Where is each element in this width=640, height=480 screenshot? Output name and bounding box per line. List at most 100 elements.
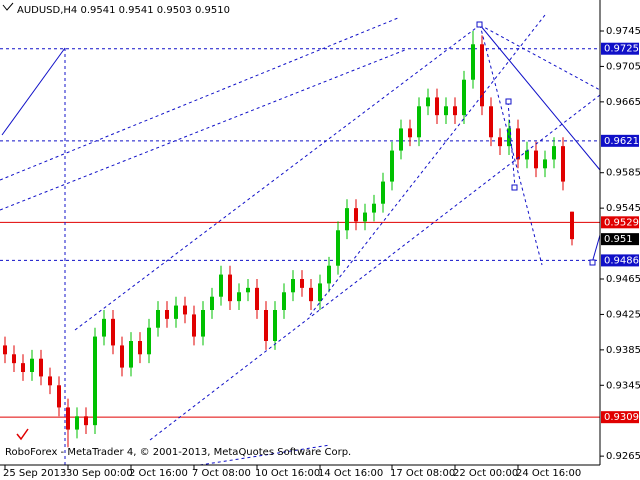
y-tick-label: 0.9585: [606, 168, 640, 179]
candle-body: [138, 341, 142, 355]
x-tick-label: 22 Oct 00:00: [453, 468, 518, 479]
candle-body: [300, 279, 304, 288]
candle-body: [246, 287, 250, 293]
candle-body: [3, 345, 7, 355]
candle-body: [462, 79, 466, 116]
candle-body: [57, 385, 61, 408]
trendline: [149, 94, 601, 441]
y-tick-label: 0.9705: [606, 61, 640, 72]
candle-body: [93, 336, 97, 426]
candle-body: [48, 376, 52, 386]
candle-body: [165, 310, 169, 319]
y-tick-label: 0.9265: [606, 451, 640, 462]
level-label-box: [601, 254, 639, 267]
level-label: 0.9486: [604, 255, 639, 266]
y-tick-label: 0.9465: [606, 274, 640, 285]
candle-body: [12, 354, 16, 364]
candle-body: [66, 407, 70, 430]
checkmark-icon: [16, 428, 29, 441]
candle-body: [561, 146, 565, 182]
candle-body: [345, 208, 349, 231]
candle-body: [84, 416, 88, 426]
candle-body: [543, 159, 547, 169]
candle-body: [426, 97, 430, 107]
price-label-box: [601, 233, 639, 246]
candle-body: [39, 358, 43, 377]
candle-body: [552, 146, 556, 160]
candle-body: [174, 305, 178, 319]
level-label-box: [601, 42, 639, 55]
candle-body: [156, 310, 160, 328]
x-tick-label: 30 Sep 00:00: [66, 468, 133, 479]
y-tick-label: 0.9745: [606, 26, 640, 37]
y-tick-label: 0.9545: [606, 203, 640, 214]
candle-body: [390, 150, 394, 182]
title-icon: [2, 2, 14, 11]
y-tick-label: 0.9425: [606, 309, 640, 320]
trendlines: [0, 14, 601, 466]
candle-body: [381, 181, 385, 204]
candle-body: [183, 305, 187, 315]
x-tick-label: 10 Oct 16:00: [255, 468, 320, 479]
plot-area: [0, 31, 600, 448]
trendline: [1, 47, 66, 136]
anchor: [589, 259, 596, 266]
candle-body: [327, 265, 331, 284]
anchor: [511, 184, 518, 191]
candle-body: [435, 97, 439, 116]
footer: RoboForex - MetaTrader 4, © 2001-2013, M…: [5, 447, 351, 458]
trendline: [74, 24, 481, 331]
candle-body: [255, 287, 259, 310]
candle-body: [291, 279, 295, 293]
candle-body: [192, 314, 196, 337]
candle-body: [363, 212, 367, 222]
trendline: [507, 101, 516, 189]
candle-body: [525, 150, 529, 160]
x-tick-label: 17 Oct 08:00: [390, 468, 455, 479]
candle-body: [201, 310, 205, 337]
candle-body: [219, 274, 223, 297]
x-tick-label: 7 Oct 08:00: [192, 468, 251, 479]
anchor: [505, 98, 512, 105]
chart-title: AUDUSD,H4 0.9541 0.9541 0.9503 0.9510: [17, 5, 230, 16]
x-tick-label: 2 Oct 16:00: [129, 468, 188, 479]
candle-body: [21, 363, 25, 372]
level-label-box: [601, 216, 639, 229]
candle-body: [399, 128, 403, 151]
level-label: 0.9529: [604, 217, 639, 228]
x-tick-label: 24 Oct 16:00: [516, 468, 581, 479]
level-label-box: [601, 134, 639, 147]
candle-body: [309, 287, 313, 302]
candle-body: [453, 106, 457, 116]
y-tick-label: 0.9345: [606, 380, 640, 391]
level-label: 0.9309: [604, 412, 639, 423]
candle-body: [408, 128, 412, 138]
trendline: [0, 49, 406, 211]
candle-body: [372, 203, 376, 213]
level-label: 0.9725: [604, 44, 639, 55]
candle-body: [237, 292, 241, 302]
level-label: 0.9621: [604, 136, 639, 147]
anchor: [476, 21, 483, 28]
candle-body: [282, 292, 286, 310]
x-tick-label: 14 Oct 16:00: [318, 468, 383, 479]
level-label-box: [601, 411, 639, 424]
x-tick-label: 25 Sep 2013: [3, 468, 66, 479]
y-tick-label: 0.9385: [606, 345, 640, 356]
price-label: 0.951: [604, 234, 633, 245]
candle-body: [417, 106, 421, 138]
candle-body: [210, 296, 214, 310]
trendline: [591, 234, 601, 264]
candle-body: [498, 137, 502, 147]
candle-body: [102, 318, 106, 337]
candle-body: [444, 106, 448, 116]
candle-body: [228, 274, 232, 302]
trendline: [479, 24, 601, 171]
trendline: [479, 24, 601, 91]
candle-body: [75, 416, 79, 430]
candle-body: [471, 44, 475, 80]
trendline: [199, 444, 331, 466]
candle-body: [111, 318, 115, 346]
